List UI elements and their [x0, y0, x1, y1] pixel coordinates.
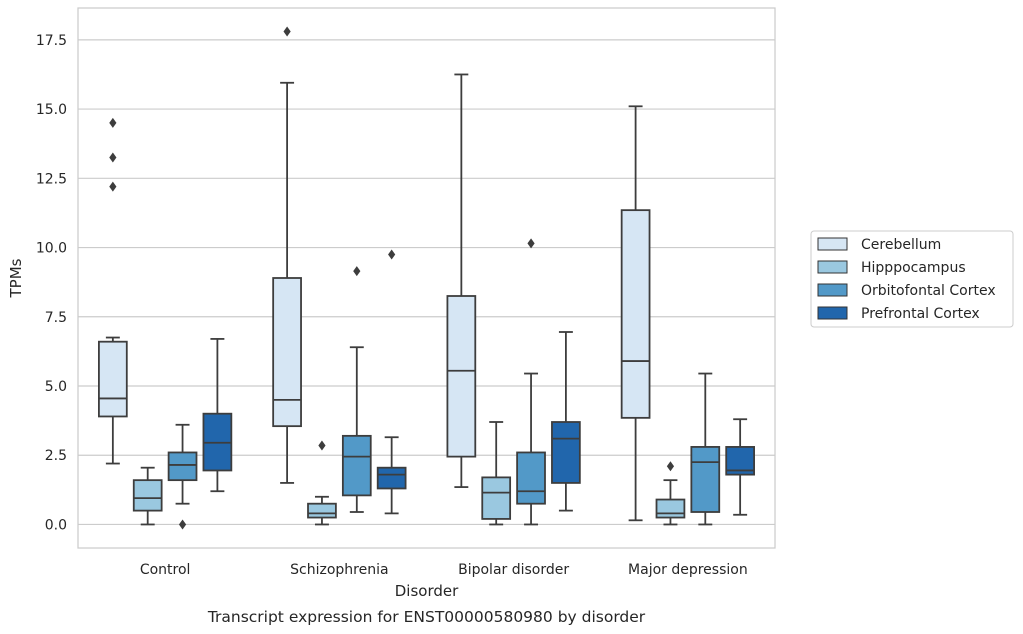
box-iqr [481, 476, 512, 520]
box-iqr [376, 466, 407, 490]
outlier-point [388, 249, 396, 260]
box-group [516, 238, 546, 526]
figure-caption: Transcript expression for ENST0000058098… [207, 608, 646, 626]
box-iqr [132, 479, 163, 512]
legend-frame [810, 230, 1014, 328]
y-tick-label: 7.5 [45, 310, 67, 326]
box-iqr [307, 502, 337, 519]
legend-label-prefrontal-cortex: Prefrontal Cortex [861, 306, 980, 322]
boxes-layer [98, 26, 755, 530]
legend-swatch-orbitofrontal-cortex [817, 283, 848, 297]
box-iqr [516, 451, 546, 505]
outlier-point [666, 461, 675, 472]
y-axis-title: TPMs [7, 258, 25, 298]
box-group [202, 338, 233, 493]
gridlines [78, 39, 775, 526]
y-tick-label: 5.0 [45, 379, 67, 395]
y-tick-label: 17.5 [36, 33, 67, 49]
outlier-point [109, 152, 117, 163]
legend-swatch-prefrontal-cortex [817, 306, 848, 320]
y-tick-labels: 0.0 2.5 5.0 7.5 10.0 12.5 15.0 17.5 [36, 33, 67, 534]
box-iqr [98, 340, 128, 418]
box-group [307, 440, 337, 526]
box-group [132, 466, 163, 526]
box-group [376, 249, 407, 515]
box-iqr [655, 498, 686, 519]
y-tick-label: 10.0 [36, 241, 67, 257]
x-tick-labels: Control Schizophrenia Bipolar disorder Majo… [140, 562, 748, 578]
outlier-point [109, 181, 117, 192]
outlier-point [353, 266, 361, 277]
x-tick-label: Schizophrenia [290, 562, 388, 578]
legend-label-cerebellum: Cerebellum [861, 237, 941, 253]
box-group [167, 423, 198, 530]
y-tick-label: 0.0 [45, 517, 67, 533]
legend-label-hippocampus: Hipppocampus [861, 260, 966, 276]
box-group [341, 266, 372, 513]
x-tick-label: Control [140, 562, 191, 578]
box-group [725, 418, 755, 516]
outlier-point [178, 519, 187, 530]
outlier-point [318, 440, 326, 451]
legend-swatch-hippocampus [817, 260, 848, 274]
box-group [272, 26, 302, 484]
box-group [481, 421, 512, 526]
legend-label-orbitofrontal-cortex: Orbitofontal Cortex [861, 283, 996, 299]
box-iqr [167, 451, 198, 482]
box-group [620, 105, 651, 522]
box-iqr [690, 446, 721, 513]
outlier-point [109, 117, 117, 128]
box-iqr [446, 295, 477, 458]
box-iqr [620, 209, 651, 419]
y-tick-label: 2.5 [45, 448, 67, 464]
box-group [98, 117, 128, 465]
outlier-point [283, 26, 291, 37]
y-tick-label: 15.0 [36, 102, 67, 118]
box-group [690, 372, 721, 526]
legend-swatch-cerebellum [817, 237, 848, 251]
outlier-point [527, 238, 535, 249]
plot-frame [77, 7, 776, 549]
legend: Cerebellum Hipppocampus Orbitofontal Cor… [810, 230, 1014, 328]
box-iqr [272, 277, 302, 428]
box-iqr [341, 434, 372, 497]
x-axis-title: Disorder [395, 582, 459, 600]
box-group [655, 461, 686, 526]
box-group [446, 73, 477, 488]
box-group [551, 331, 581, 512]
plot-area: 0.0 2.5 5.0 7.5 10.0 12.5 15.0 17.5 Control Schi… [36, 7, 776, 578]
x-tick-label: Bipolar disorder [458, 562, 569, 578]
y-tick-label: 12.5 [36, 171, 67, 187]
box-iqr [551, 421, 581, 484]
x-tick-label: Major depression [628, 562, 748, 578]
